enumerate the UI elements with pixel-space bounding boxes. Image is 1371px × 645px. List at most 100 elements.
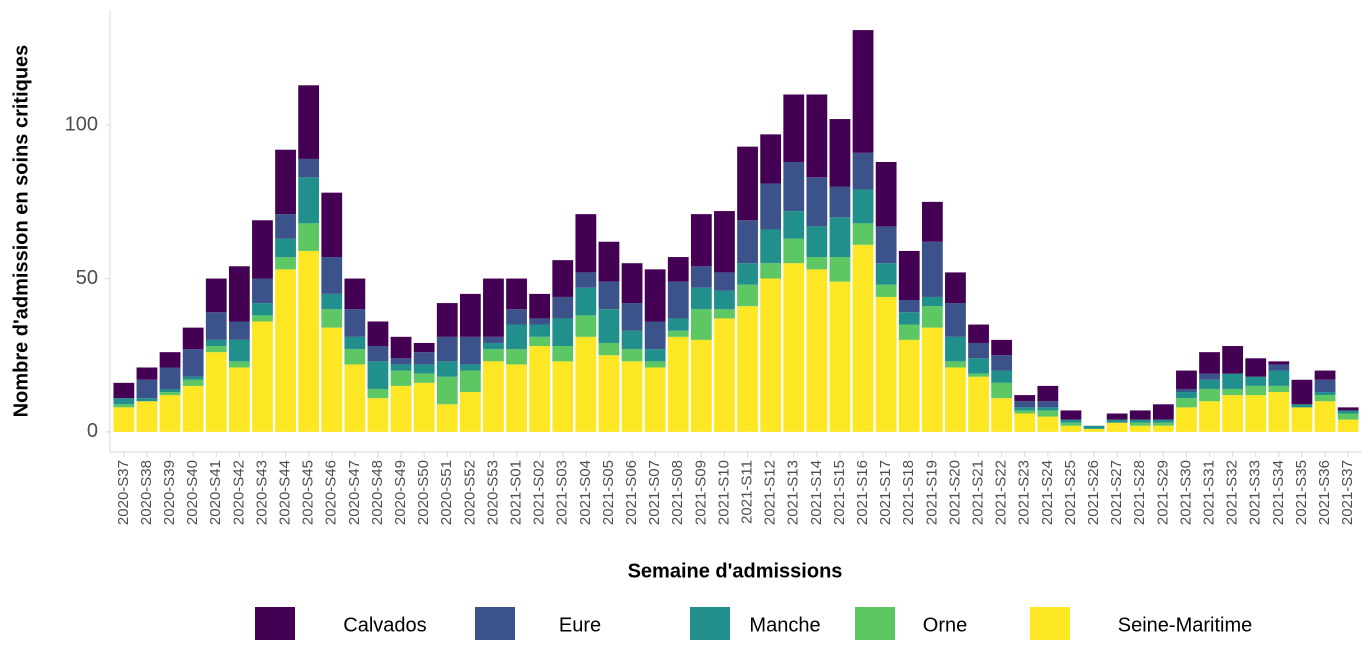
bar-segment (598, 241, 620, 282)
bar-segment (459, 370, 481, 393)
bar-segment (298, 85, 320, 159)
x-tick-label: 2021-S09 (692, 460, 709, 525)
x-tick-label: 2021-S14 (808, 460, 825, 525)
bar-segment (159, 395, 181, 432)
bar-segment (852, 189, 874, 224)
bar-segment (1106, 422, 1128, 432)
x-tick-label: 2021-S13 (785, 460, 802, 525)
bar-segment (367, 398, 389, 432)
x-tick-label: 2020-S39 (161, 460, 178, 525)
bar-segment (968, 376, 989, 432)
bar-segment (344, 364, 366, 432)
bar-segment (806, 257, 828, 270)
bar-segment (436, 336, 458, 362)
bar-segment (1037, 410, 1059, 417)
bar-segment (390, 336, 412, 359)
x-tick-label: 2021-S19 (923, 460, 940, 525)
bar-segment (390, 385, 412, 432)
legend-key (255, 607, 295, 641)
bar-segment (714, 309, 735, 319)
bar-segment (760, 134, 782, 184)
bar-segment (205, 352, 227, 432)
bar-segment (875, 296, 897, 432)
x-tick-label: 2020-S38 (138, 460, 155, 525)
bar-segment (760, 183, 782, 230)
bar-segment (760, 263, 782, 279)
bar-segment (436, 303, 458, 337)
bar-segment (205, 312, 227, 340)
bar-segment (667, 281, 689, 319)
bar-segment (321, 257, 343, 294)
bar-segment (252, 321, 273, 432)
bar-segment (1176, 407, 1197, 432)
bar-segment (829, 281, 851, 432)
bar-segment (575, 336, 597, 432)
x-tick-label: 2021-S15 (831, 460, 848, 525)
x-tick-label: 2020-S52 (461, 460, 478, 525)
bar-segment (483, 349, 504, 362)
bar-segment (1060, 410, 1082, 420)
bar-segment (921, 201, 943, 242)
legend-key (475, 607, 515, 641)
bar-segment (968, 342, 989, 359)
bar-segment (483, 336, 504, 343)
bar-segment (644, 349, 666, 362)
bar-segment (621, 303, 643, 331)
bar-segment (1291, 407, 1313, 432)
bar-segment (898, 324, 920, 340)
bar-segment (136, 367, 158, 380)
bar-segment (667, 330, 689, 337)
x-tick-label: 2020-S42 (230, 460, 247, 525)
x-tick-label: 2020-S37 (115, 460, 132, 525)
x-tick-label: 2021-S32 (1224, 460, 1241, 525)
bar-segment (921, 296, 943, 307)
bar-segment (1268, 392, 1290, 432)
bar-segment (228, 266, 250, 322)
x-tick-label: 2021-S07 (646, 460, 663, 525)
bar-segment (1337, 413, 1359, 420)
bar-segment (483, 342, 504, 350)
y-tick-label: 0 (87, 420, 98, 442)
x-tick-label: 2020-S41 (207, 460, 224, 525)
bar-segment (228, 321, 250, 340)
x-tick-label: 2020-S48 (369, 460, 386, 525)
bar-segment (575, 214, 597, 273)
bar-segment (1245, 395, 1267, 432)
bar-segment (1129, 419, 1151, 423)
bar-segment (1037, 416, 1059, 432)
bar-segment (1129, 425, 1151, 432)
x-tick-label: 2021-S16 (854, 460, 871, 525)
bar-segment (760, 229, 782, 264)
bar-segment (113, 382, 135, 399)
bar-segment (598, 309, 620, 343)
bar-segment (898, 339, 920, 432)
bar-segment (1268, 361, 1290, 365)
bar-segment (367, 361, 389, 389)
x-tick-label: 2020-S50 (415, 460, 432, 525)
bar-segment (1314, 370, 1336, 380)
bar-segment (205, 346, 227, 353)
x-tick-label: 2021-S28 (1131, 460, 1148, 525)
bar-segment (783, 94, 805, 162)
bar-segment (991, 398, 1013, 432)
bar-segment (1060, 425, 1082, 432)
bar-segment (1268, 370, 1290, 386)
bar-segment (252, 220, 273, 279)
bar-segment (182, 327, 204, 350)
bar-segment (806, 94, 828, 178)
bar-segment (344, 349, 366, 365)
x-tick-label: 2021-S02 (531, 460, 548, 525)
bar-segment (1337, 407, 1359, 411)
bar-segment (1129, 422, 1151, 426)
legend-key (855, 607, 895, 641)
bar-segment (1314, 401, 1336, 432)
bar-segment (1291, 379, 1313, 405)
bar-segment (1129, 410, 1151, 420)
bar-segment (945, 336, 966, 362)
bar-segment (1337, 419, 1359, 432)
bar-segment (529, 324, 551, 337)
x-tick-label: 2021-S20 (946, 460, 963, 525)
bar-segment (529, 293, 551, 319)
bar-segment (852, 152, 874, 190)
x-tick-label: 2021-S05 (600, 460, 617, 525)
